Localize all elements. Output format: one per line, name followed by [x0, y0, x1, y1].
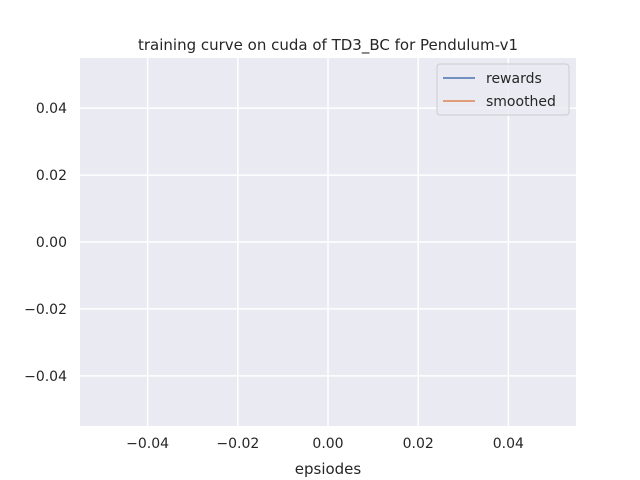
y-tick-label: 0.02 [36, 168, 67, 184]
y-tick-label: −0.04 [24, 369, 67, 385]
legend: rewards smoothed [436, 63, 570, 116]
x-tick-label: −0.04 [126, 436, 169, 452]
grid-lines [80, 58, 576, 426]
x-tick-label: 0.02 [403, 436, 434, 452]
y-tick-label: −0.02 [24, 302, 67, 318]
x-axis-label: epsiodes [295, 460, 362, 478]
legend-label-rewards: rewards [486, 71, 542, 87]
legend-box [436, 63, 570, 116]
chart-title: training curve on cuda of TD3_BC for Pen… [138, 36, 518, 55]
x-tick-label: 0.00 [312, 436, 343, 452]
y-tick-label: 0.00 [36, 235, 67, 251]
x-tick-label: 0.04 [493, 436, 524, 452]
x-tick-label: −0.02 [216, 436, 259, 452]
legend-label-smoothed: smoothed [486, 94, 556, 110]
y-tick-label: 0.04 [36, 101, 67, 117]
x-axis-ticks: −0.04 −0.02 0.00 0.02 0.04 [126, 436, 524, 452]
y-axis-ticks: 0.04 0.02 0.00 −0.02 −0.04 [24, 101, 67, 385]
